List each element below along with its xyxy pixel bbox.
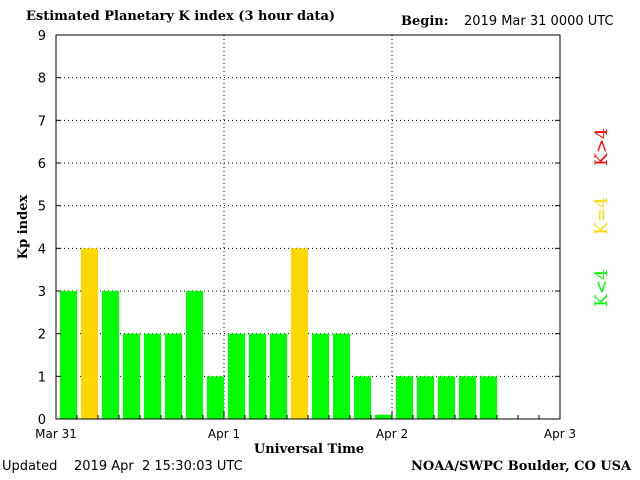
updated-value: 2019 Apr 2 15:30:03 UTC xyxy=(74,459,243,474)
kp-bar xyxy=(249,333,266,419)
begin-value: 2019 Mar 31 0000 UTC xyxy=(464,14,614,29)
y-tick-label: 2 xyxy=(38,328,46,343)
legend-entry: K=4 xyxy=(592,197,612,235)
y-tick-label: 0 xyxy=(38,413,46,428)
y-tick-label: 7 xyxy=(38,114,46,129)
y-tick-label: 3 xyxy=(38,285,46,300)
source-credit: NOAA/SWPC Boulder, CO USA xyxy=(411,459,632,474)
kp-bar xyxy=(312,333,329,419)
y-axis-title: Kp index xyxy=(16,195,31,260)
kp-bar xyxy=(60,291,77,419)
y-tick-label: 8 xyxy=(38,72,46,87)
legend-entry: K<4 xyxy=(592,269,612,307)
kp-bar xyxy=(270,333,287,419)
kp-bar xyxy=(396,376,413,419)
kp-bar xyxy=(144,333,161,419)
x-tick-label: Apr 2 xyxy=(376,427,408,441)
y-tick-label: 1 xyxy=(38,370,46,385)
kp-bar xyxy=(438,376,455,419)
updated-label: Updated xyxy=(2,459,58,474)
kp-bar xyxy=(291,248,308,419)
kp-bar xyxy=(333,333,350,419)
kp-bar xyxy=(186,291,203,419)
kp-bar xyxy=(228,333,245,419)
y-tick-label: 9 xyxy=(38,29,46,44)
y-tick-label: 5 xyxy=(38,200,46,215)
kp-bar xyxy=(354,376,371,419)
kp-bar xyxy=(123,333,140,419)
chart-title: Estimated Planetary K index (3 hour data… xyxy=(26,9,336,24)
kp-bar xyxy=(207,376,224,419)
kp-bar xyxy=(459,376,476,419)
kp-bar xyxy=(102,291,119,419)
y-tick-label: 6 xyxy=(38,157,46,172)
kp-bar xyxy=(165,333,182,419)
kp-bar xyxy=(417,376,434,419)
x-tick-label: Apr 3 xyxy=(544,427,576,441)
kp-bar xyxy=(480,376,497,419)
legend-entry: K>4 xyxy=(592,128,612,166)
x-axis-title: Universal Time xyxy=(254,442,364,457)
y-tick-label: 4 xyxy=(38,242,46,257)
x-tick-label: Apr 1 xyxy=(208,427,240,441)
begin-label: Begin: xyxy=(401,14,449,29)
kp-bar xyxy=(81,248,98,419)
kp-bar xyxy=(375,414,392,419)
x-tick-label: Mar 31 xyxy=(35,427,77,441)
